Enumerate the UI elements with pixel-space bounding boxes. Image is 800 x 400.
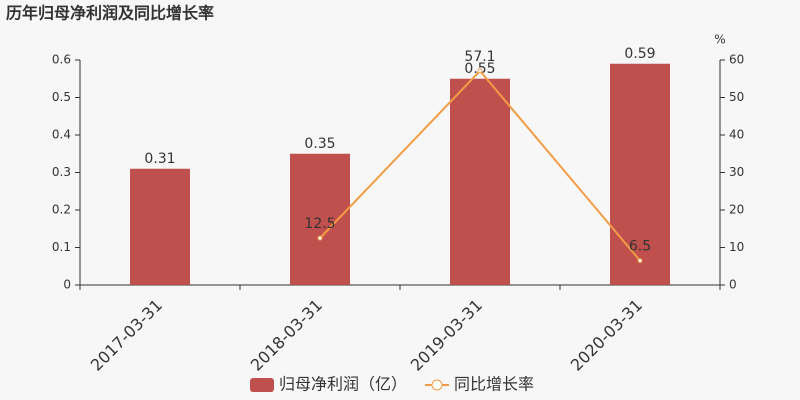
- bar: [130, 168, 190, 285]
- bar-value-label: 0.59: [624, 46, 655, 62]
- bar-value-label: 0.31: [144, 151, 175, 167]
- legend-label: 归母净利润（亿）: [279, 375, 407, 394]
- y-tick-label: 0.1: [52, 240, 71, 254]
- legend-label: 同比增长率: [454, 375, 534, 394]
- y2-tick-label: 50: [729, 90, 744, 104]
- y-tick-label: 0.6: [52, 53, 71, 67]
- y2-tick-label: 20: [729, 203, 744, 217]
- line-value-label: 57.1: [464, 49, 495, 65]
- y2-tick-label: 30: [729, 165, 744, 179]
- y2-tick-label: 10: [729, 240, 744, 254]
- y-tick-label: 0.3: [52, 165, 71, 179]
- y-tick-label: 0.2: [52, 203, 71, 217]
- y2-tick-label: 0: [729, 278, 737, 292]
- legend-swatch-point: [431, 379, 443, 391]
- line-value-label: 12.5: [304, 216, 335, 232]
- legend-swatch: [250, 378, 274, 392]
- y-tick-label: 0: [63, 278, 71, 292]
- y2-axis-label: %: [714, 33, 725, 47]
- bar: [450, 78, 510, 285]
- chart-title: 历年归母净利润及同比增长率: [6, 4, 214, 23]
- y2-tick-label: 40: [729, 128, 744, 142]
- line-point: [477, 68, 483, 74]
- y2-tick-label: 60: [729, 53, 744, 67]
- bar: [290, 153, 350, 285]
- y-tick-label: 0.5: [52, 90, 71, 104]
- line-point: [637, 258, 643, 264]
- bar: [610, 63, 670, 285]
- line-value-label: 6.5: [629, 239, 651, 255]
- line-point: [317, 235, 323, 241]
- bar-value-label: 0.35: [304, 136, 335, 152]
- y-tick-label: 0.4: [52, 128, 71, 142]
